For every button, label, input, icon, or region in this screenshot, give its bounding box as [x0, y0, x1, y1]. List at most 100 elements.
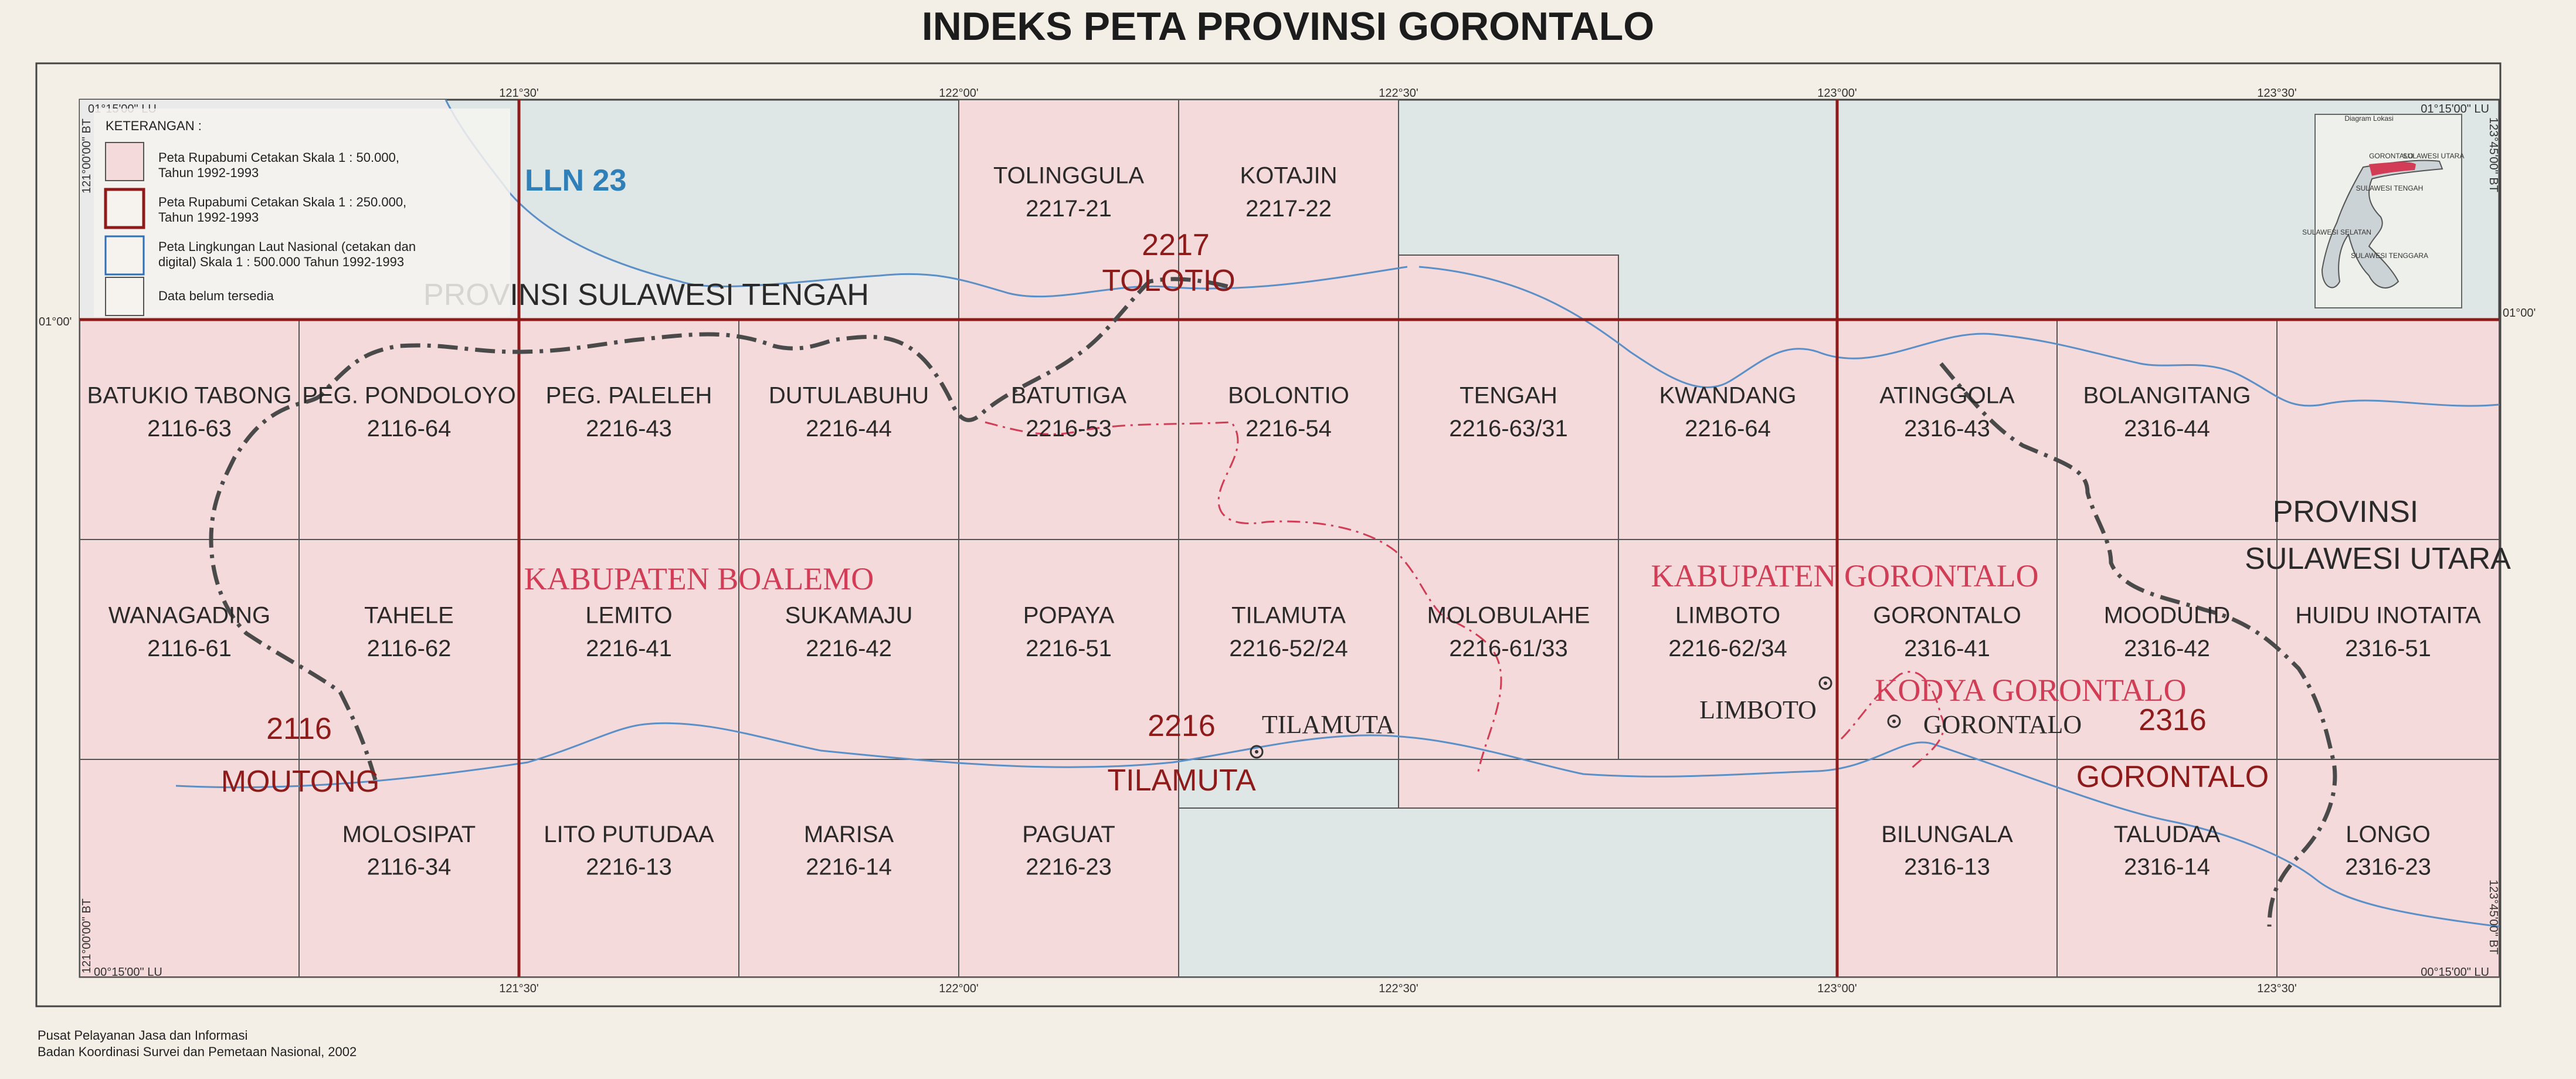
sheet-cell-2216-62-34 — [1618, 539, 1838, 760]
sheet-name: DUTULABUHU — [769, 383, 929, 409]
sheet-name: MOLOBULAHE — [1427, 603, 1590, 629]
sheet-name: BATUKIO TABONG — [87, 383, 292, 409]
tick-bottom-lon-2: 122°30' — [1379, 982, 1418, 995]
region-2217-code: 2217 — [1142, 228, 1210, 262]
sheet-cell-2316-42 — [2056, 539, 2278, 760]
sheet-cell-2316-14 — [2056, 759, 2278, 978]
tilamuta-town-dot — [1255, 750, 1258, 754]
sheet-cell-2316-13 — [1837, 759, 2058, 978]
coastline-north — [1418, 266, 2500, 407]
inset-location-diagram: Diagram Lokasi GORONTALO SULAWESI UTARA … — [2302, 114, 2464, 308]
sheet-code: 2216-42 — [806, 636, 892, 661]
sheet-name: MOODULID — [2104, 603, 2231, 629]
sheet-code: 2216-43 — [586, 416, 672, 442]
sheet-code: 2316-23 — [2345, 854, 2431, 880]
credits-line-1: Pusat Pelayanan Jasa dan Informasi — [38, 1028, 248, 1043]
coastline-south — [175, 722, 2500, 928]
legend-item-lln-line1: Peta Lingkungan Laut Nasional (cetakan d… — [158, 239, 416, 254]
sheet-name: POPAYA — [1023, 603, 1115, 629]
tick-bottom-lon-1: 122°00' — [939, 982, 978, 995]
legend-item-50k-line1: Peta Rupabumi Cetakan Skala 1 : 50.000, — [158, 150, 399, 165]
sheet-code: 2316-13 — [1904, 854, 1990, 880]
sheet-cell-2316-23 — [2276, 759, 2500, 978]
sheet-code: 2217-21 — [1026, 196, 1112, 222]
lln-23-label: LLN 23 — [525, 164, 626, 198]
sheet-name: MOLOSIPAT — [342, 822, 476, 847]
right-br-lon: 123°45'00" BT — [2487, 880, 2500, 955]
inset-label-gorontalo: GORONTALO — [2369, 152, 2414, 160]
sheet-code: 2217-22 — [1245, 196, 1332, 222]
kodya-gorontalo-label: KODYA GORONTALO — [1875, 673, 2186, 708]
sheet-code: 2216-23 — [1026, 854, 1112, 880]
sheet-code: 2216-54 — [1245, 416, 1332, 442]
coastline-north-west — [444, 99, 1408, 298]
region-2217-name: TOLOTIO — [1102, 264, 1235, 298]
sheet-code: 2116-34 — [367, 854, 452, 880]
legend-box — [94, 108, 510, 317]
sheet-name: HUIDU INOTAITA — [2295, 603, 2481, 629]
sheet-cell-unlabeled-sw — [79, 759, 300, 978]
gorontalo-town-marker — [1887, 714, 1901, 728]
sheet-name: TENGAH — [1460, 383, 1557, 409]
kabupaten-boundary — [985, 421, 1945, 775]
sheet-code: 2216-64 — [1685, 416, 1771, 442]
sheet-code: 2216-44 — [806, 416, 892, 442]
sheet-name: PEG. PALELEH — [546, 383, 712, 409]
region-2316-name: GORONTALO — [2076, 760, 2269, 794]
limboto-town-dot — [1824, 681, 1827, 685]
sheet-code: 2216-41 — [586, 636, 672, 661]
inset-label-sulut: SULAWESI UTARA — [2403, 152, 2465, 160]
sheet-cell-2216-52-24 — [1178, 539, 1399, 760]
credits-line-2: Badan Koordinasi Survei dan Pemetaan Nas… — [38, 1044, 357, 1059]
corner-br-lat: 00°15'00" LU — [2421, 966, 2489, 979]
sheet-name: TILAMUTA — [1231, 603, 1346, 629]
sheet-cell-2216-41 — [518, 539, 739, 760]
sheet-code: 2216-61/33 — [1449, 636, 1567, 661]
sheet-code: 2316-44 — [2124, 416, 2210, 442]
tick-top-lon-1: 122°00' — [939, 87, 978, 100]
sheet-name: KOTAJIN — [1240, 163, 1338, 189]
tick-bottom-lon-3: 123°00' — [1817, 982, 1857, 995]
sheet-code: 2216-14 — [806, 854, 892, 880]
tick-top-lon-2: 122°30' — [1379, 87, 1418, 100]
sheet-cell-2116-61 — [79, 539, 300, 760]
corner-tr-lat: 01°15'00" LU — [2421, 103, 2489, 116]
left-bl-lon: 121°00'00" BT — [80, 898, 93, 973]
sheet-code: 2316-51 — [2345, 636, 2431, 661]
sheet-cell-2316-44 — [2056, 319, 2278, 540]
sheet-code: 2316-43 — [1904, 416, 1990, 442]
sheet-name: TALUDAA — [2114, 822, 2221, 847]
sheet-cell-2216-61-33 — [1398, 539, 1619, 760]
lat-left-label: 01°00' — [39, 315, 72, 328]
legend-swatch-nodata — [105, 277, 144, 316]
province-sulut-label-2: SULAWESI UTARA — [2245, 542, 2511, 576]
legend-swatch-250k — [104, 188, 145, 229]
sheet-code: 2216-53 — [1026, 416, 1112, 442]
tick-bottom-lon-4: 123°30' — [2257, 982, 2296, 995]
no-data-cells-layer — [1178, 759, 1838, 978]
sheet-name: SUKAMAJU — [785, 603, 913, 629]
sheet-code: 2216-63/31 — [1449, 416, 1567, 442]
legend-item-nodata: Data belum tersedia — [158, 289, 274, 303]
sheet-cell-2217-21 — [958, 99, 1179, 320]
town-limboto-label: LIMBOTO — [1699, 695, 1817, 724]
sheet-cell-2216-51 — [958, 539, 1179, 760]
sheet-labels-layer: TOLINGGULA 2217-21 KOTAJIN 2217-22 BATUKIO T… — [87, 163, 2481, 880]
sheet-cell-2216-63-31 — [1398, 319, 1619, 540]
tick-bottom-lon-0: 121°30' — [499, 982, 538, 995]
left-tl-lon: 121°00'00" BT — [80, 118, 93, 194]
sheet-cell-2216-42 — [738, 539, 959, 760]
tilamuta-town-marker — [1250, 745, 1264, 759]
region-2116-name: MOUTONG — [221, 765, 380, 799]
tick-top-lon-0: 121°30' — [499, 87, 538, 100]
sheet-name: LEMITO — [585, 603, 672, 629]
right-tr-lon: 123°45'00" BT — [2487, 117, 2500, 192]
kabupaten-gorontalo-label: KABUPATEN GORONTALO — [1651, 558, 2038, 593]
sheet-cell-2216-14 — [738, 759, 959, 978]
sheet-code: 2316-41 — [1904, 636, 1990, 661]
sheet-name: PAGUAT — [1022, 822, 1115, 847]
legend-swatch-50k — [105, 142, 144, 181]
legend: KETERANGAN : Peta Rupabumi Cetakan Skala… — [94, 108, 510, 317]
sheet-code: 2116-61 — [147, 636, 232, 661]
inset-sulawesi-shape — [2321, 160, 2443, 289]
